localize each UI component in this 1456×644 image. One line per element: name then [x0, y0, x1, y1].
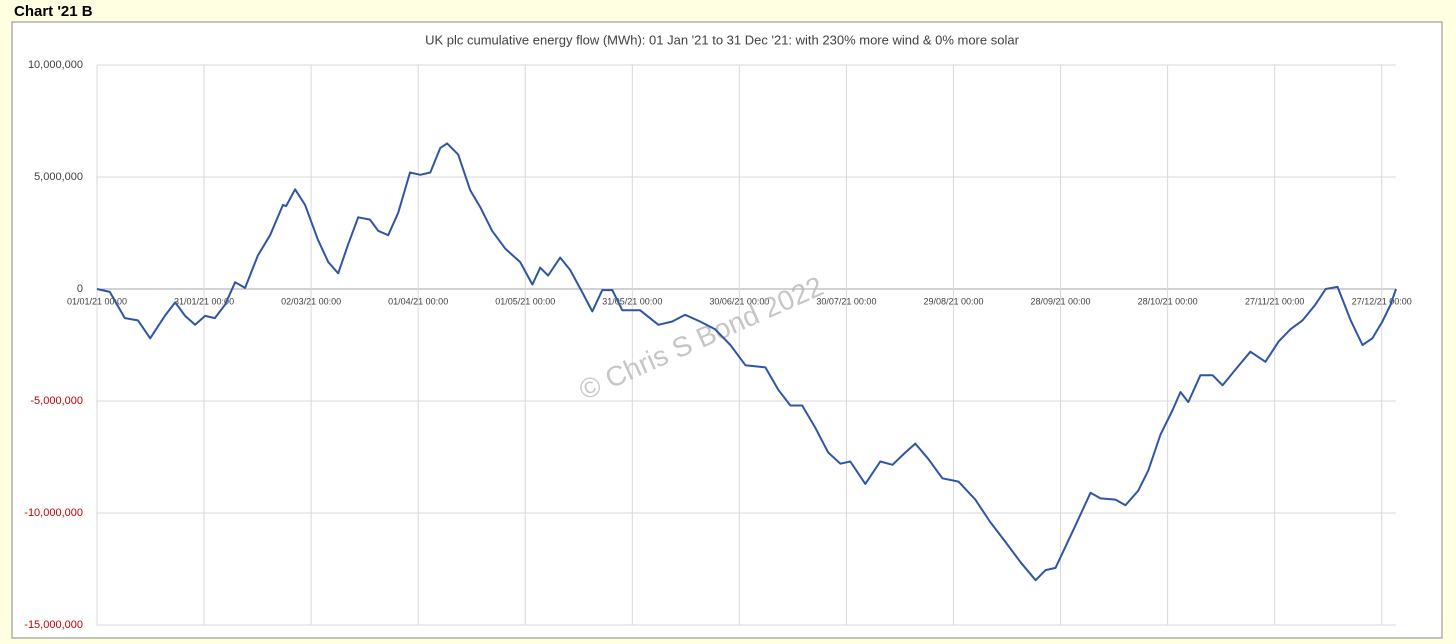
- y-tick-label: 5,000,000: [34, 171, 83, 183]
- x-tick-label: 01/01/21 00:00: [67, 296, 127, 306]
- x-tick-label: 31/01/21 00:00: [174, 296, 234, 306]
- y-tick-label: -15,000,000: [24, 619, 83, 631]
- x-tick-label: 01/04/21 00:00: [388, 296, 448, 306]
- y-tick-label: 0: [77, 283, 83, 295]
- x-tick-label: 28/10/21 00:00: [1138, 296, 1198, 306]
- x-tick-label: 01/05/21 00:00: [495, 296, 555, 306]
- y-tick-label: -5,000,000: [30, 395, 83, 407]
- page-label: Chart '21 B: [14, 3, 93, 20]
- x-tick-label: 27/11/21 00:00: [1245, 296, 1304, 306]
- x-tick-label: 30/06/21 00:00: [709, 296, 769, 306]
- x-tick-label: 02/03/21 00:00: [281, 296, 341, 306]
- x-tick-label: 28/09/21 00:00: [1031, 296, 1091, 306]
- y-tick-label: 10,000,000: [28, 59, 83, 71]
- data-line: [96, 142, 1397, 582]
- x-tick-label: 27/12/21 00:00: [1352, 296, 1412, 306]
- x-tick-label: 31/05/21 00:00: [602, 296, 662, 306]
- y-tick-label: -10,000,000: [24, 507, 83, 519]
- x-tick-label: 29/08/21 00:00: [923, 296, 983, 306]
- chart-title: UK plc cumulative energy flow (MWh): 01 …: [425, 32, 1020, 47]
- x-tick-label: 30/07/21 00:00: [816, 296, 876, 306]
- chart-frame: [11, 21, 1443, 639]
